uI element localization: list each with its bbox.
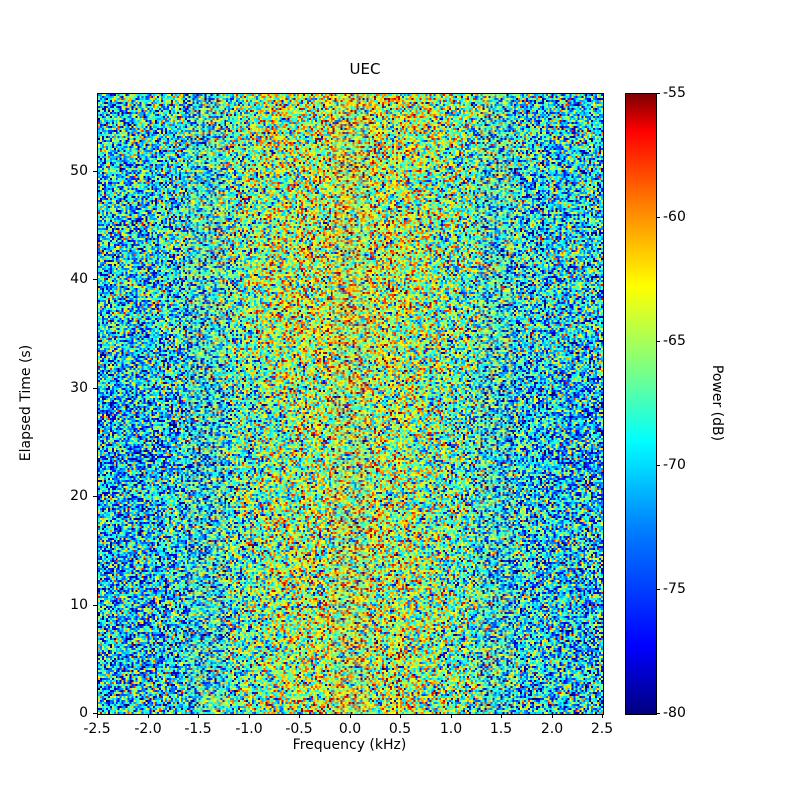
x-tick-label: -1.5: [184, 721, 212, 737]
colorbar-tick-mark: [656, 217, 660, 218]
colorbar-tick-mark: [656, 465, 660, 466]
colorbar-tick-mark: [656, 713, 660, 714]
colorbar-label: Power (dB): [709, 364, 725, 442]
y-tick-mark: [93, 388, 97, 389]
x-tick-label: 0.5: [388, 721, 412, 737]
x-axis-label: Frequency (kHz): [292, 737, 407, 753]
x-tick-label: -0.5: [285, 721, 313, 737]
y-tick-label: 30: [70, 380, 88, 396]
x-tick-mark: [97, 714, 98, 718]
x-tick-label: -2.5: [83, 721, 111, 737]
colorbar-tick-label: -75: [663, 581, 686, 597]
x-tick-label: 2.5: [590, 721, 614, 737]
x-tick-mark: [451, 714, 452, 718]
y-tick-label: 0: [79, 705, 88, 721]
x-tick-mark: [350, 714, 351, 718]
colorbar-tick-label: -65: [663, 333, 686, 349]
y-tick-label: 10: [70, 597, 88, 613]
x-tick-label: 0.0: [338, 721, 362, 737]
colorbar-tick-mark: [656, 93, 660, 94]
y-tick-mark: [93, 605, 97, 606]
colorbar-tick-mark: [656, 341, 660, 342]
x-tick-label: -2.0: [134, 721, 162, 737]
x-tick-mark: [501, 714, 502, 718]
y-tick-mark: [93, 713, 97, 714]
y-tick-label: 40: [70, 271, 88, 287]
x-tick-mark: [148, 714, 149, 718]
title-line-station: UEC: [349, 60, 381, 78]
colorbar-tick-label: -80: [663, 705, 686, 721]
x-tick-mark: [602, 714, 603, 718]
x-tick-label: -1.0: [235, 721, 263, 737]
x-tick-mark: [552, 714, 553, 718]
x-tick-mark: [249, 714, 250, 718]
spectrogram-plot-area: [97, 93, 604, 715]
y-tick-label: 20: [70, 488, 88, 504]
x-tick-label: 1.0: [439, 721, 463, 737]
x-tick-mark: [400, 714, 401, 718]
colorbar: [625, 93, 657, 715]
colorbar-tick-mark: [656, 589, 660, 590]
x-tick-label: 1.5: [489, 721, 513, 737]
y-axis-label: Elapsed Time (s): [18, 344, 34, 462]
spectrogram-image: [98, 94, 603, 714]
y-tick-mark: [93, 171, 97, 172]
y-tick-mark: [93, 496, 97, 497]
x-tick-label: 2.0: [540, 721, 564, 737]
y-tick-label: 50: [70, 163, 88, 179]
colorbar-tick-label: -70: [663, 457, 686, 473]
x-tick-mark: [198, 714, 199, 718]
colorbar-tick-label: -55: [663, 85, 686, 101]
colorbar-tick-label: -60: [663, 209, 686, 225]
x-tick-mark: [299, 714, 300, 718]
y-tick-mark: [93, 279, 97, 280]
colorbar-gradient: [626, 94, 656, 714]
